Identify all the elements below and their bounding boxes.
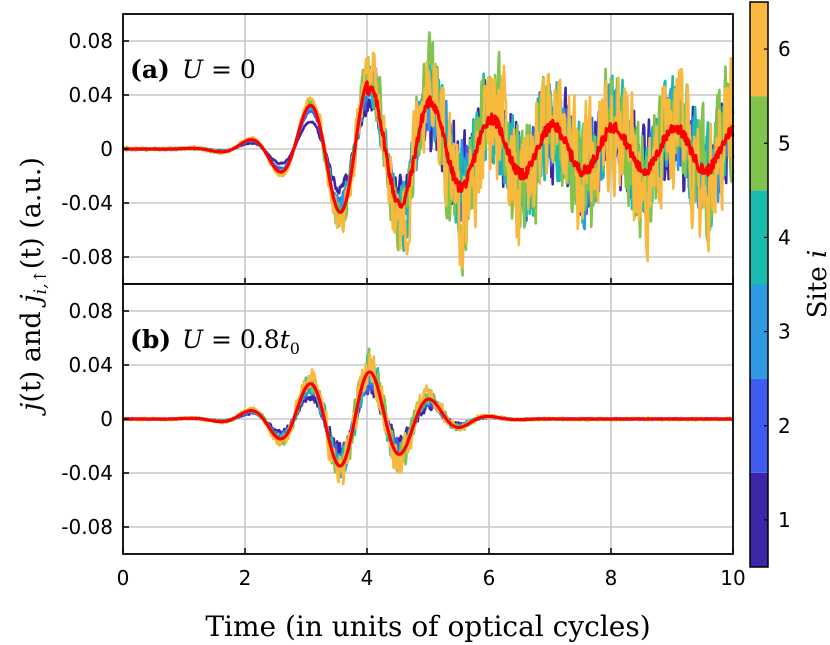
colorbar-segment-2: [750, 378, 768, 473]
colorbar-tick-label: 4: [778, 225, 791, 249]
y-tick-label: 0.08: [68, 299, 113, 323]
y-axis-label: j(t) and ji,↑(t) (a.u.): [16, 157, 51, 416]
y-tick-label: 0: [100, 137, 113, 161]
colorbar-tick-label: 3: [778, 320, 791, 344]
panel-b: -0.08 -0.04 0 0.04 0.08 0 2 4 6 8 10 (b) U = 0.8t…: [61, 283, 746, 590]
panel-b-y-ticks: -0.08 -0.04 0 0.04 0.08: [61, 299, 129, 539]
colorbar-label: Site i: [803, 250, 830, 319]
x-tick-label: 4: [361, 566, 374, 590]
y-label-t2: (t): [16, 237, 47, 269]
colorbar-tick-label: 2: [778, 414, 791, 438]
colorbar-tick-label: 1: [778, 508, 791, 532]
colorbar-frame: [749, 1, 769, 568]
y-label-and: and: [16, 303, 47, 371]
x-tick-label: 2: [239, 566, 252, 590]
colorbar-tick-label: 5: [778, 131, 791, 155]
panel-b-label: (b): [130, 325, 171, 354]
y-label-au: (a.u.): [16, 157, 47, 237]
y-tick-label: -0.08: [61, 245, 113, 269]
x-axis-label: Time (in units of optical cycles): [205, 610, 650, 643]
series-line-mean-current: [122, 370, 734, 468]
series-line-mean-current: [122, 80, 735, 214]
y-tick-label: 0: [100, 407, 113, 431]
panel-a: -0.08 -0.04 0 0.04 0.08 (a) U = 0: [61, 13, 735, 285]
y-tick-label: 0.04: [68, 353, 113, 377]
y-tick-label: -0.08: [61, 515, 113, 539]
y-tick-label: 0.04: [68, 83, 113, 107]
colorbar: 1 2 3 4 5 6: [749, 1, 791, 568]
colorbar-segment-3: [750, 284, 768, 379]
x-tick-label: 6: [483, 566, 496, 590]
panel-b-title: U = 0.8t0: [182, 325, 300, 358]
colorbar-segment-1: [750, 472, 768, 567]
panel-b-x-tick-labels: 0 2 4 6 8 10: [117, 548, 746, 590]
y-tick-label: -0.04: [61, 191, 113, 215]
panel-a-title: U = 0: [182, 55, 256, 84]
y-tick-label: 0.08: [68, 29, 113, 53]
y-tick-label: -0.04: [61, 461, 113, 485]
colorbar-segment-6: [750, 2, 768, 97]
x-tick-label: 8: [605, 566, 618, 590]
panel-b-grid: [123, 284, 733, 554]
panel-a-label: (a): [130, 55, 170, 84]
panel-a-y-ticks: -0.08 -0.04 0 0.04 0.08: [61, 29, 129, 269]
x-tick-label: 10: [720, 566, 745, 590]
colorbar-tick-label: 6: [778, 37, 791, 61]
y-label-t1: (t): [16, 371, 47, 403]
x-tick-label: 0: [117, 566, 130, 590]
colorbar-segment-4: [750, 190, 768, 285]
panel-a-mean-current: [122, 80, 735, 214]
panel-a-x-ticks: [122, 278, 734, 284]
panel-b-mean-current: [122, 370, 734, 468]
colorbar-segment-5: [750, 96, 768, 191]
y-label-sub: i,↑: [31, 269, 51, 294]
